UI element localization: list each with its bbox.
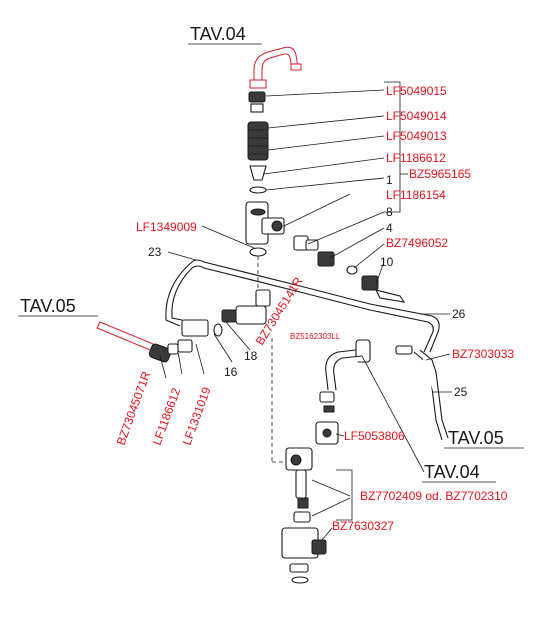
label-lf1186612-top[interactable]: LF1186612	[386, 151, 446, 165]
solenoid-valve-group	[281, 339, 371, 584]
dashed-connections	[257, 256, 286, 463]
label-bz5162303ll[interactable]: BZ5162303LL	[290, 332, 341, 341]
label-bz5965165[interactable]: BZ5965165	[409, 167, 471, 181]
ref-tav05-right[interactable]: TAV.05	[444, 428, 524, 449]
ref-tav04-top[interactable]: TAV.04	[188, 24, 262, 45]
pipe-25	[395, 345, 449, 441]
label-num-25: 25	[454, 385, 468, 399]
label-lf5049013[interactable]: LF5049013	[386, 129, 447, 143]
label-num-10: 10	[380, 255, 394, 269]
label-lf5049014[interactable]: LF5049014	[386, 109, 447, 123]
label-lf1349009[interactable]: LF1349009	[136, 220, 197, 234]
label-bz73045071r[interactable]: BZ73045071R	[114, 369, 154, 447]
steam-pipe-top	[249, 46, 302, 89]
label-lf5049015[interactable]: LF5049015	[386, 84, 447, 98]
leader-lines	[159, 81, 452, 541]
label-num-26: 26	[452, 307, 466, 321]
ref-tav05-left[interactable]: TAV.05	[18, 296, 98, 317]
ref-tav04-right-text: TAV.04	[424, 462, 480, 482]
label-num-4: 4	[386, 221, 393, 235]
label-bz7630327[interactable]: BZ7630327	[332, 519, 394, 533]
center-tee	[181, 289, 271, 337]
label-lf1331019[interactable]: LF1331019	[180, 385, 214, 447]
ref-tav04-right[interactable]: TAV.04	[422, 462, 496, 483]
label-lf1186154[interactable]: LF1186154	[386, 188, 446, 202]
side-valve-assembly	[293, 235, 406, 303]
label-num-18: 18	[244, 349, 258, 363]
ref-tav04-top-text: TAV.04	[190, 24, 246, 44]
ref-tav05-right-text: TAV.05	[448, 428, 504, 448]
pipe-23-26	[165, 259, 440, 353]
label-bz7702409[interactable]: BZ7702409 od. BZ7702310	[360, 489, 508, 503]
label-lf1186612-bottom[interactable]: LF1186612	[150, 386, 184, 447]
label-bz7303033[interactable]: BZ7303033	[452, 347, 514, 361]
label-num-1: 1	[386, 173, 393, 187]
steam-wand-left	[96, 321, 193, 363]
label-num-8: 8	[386, 205, 393, 219]
ref-tav05-left-text: TAV.05	[20, 296, 76, 316]
label-lf5053806[interactable]: LF5053806	[344, 429, 405, 443]
valve-stack	[245, 91, 285, 257]
label-bz7496052[interactable]: BZ7496052	[386, 236, 448, 250]
label-num-23: 23	[148, 245, 162, 259]
label-num-16: 16	[224, 365, 238, 379]
